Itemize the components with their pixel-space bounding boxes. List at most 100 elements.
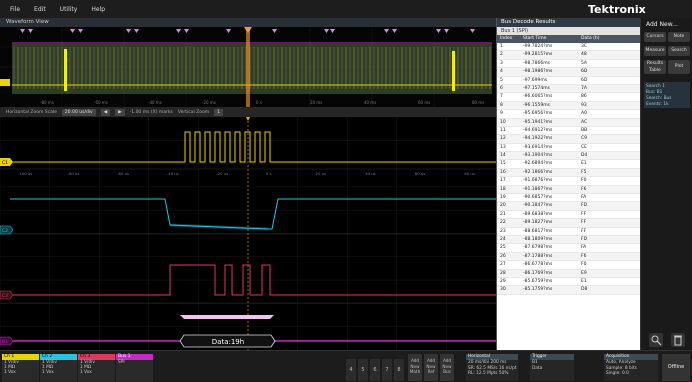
ch2-badge[interactable]: Ch 2 1 V/div 1 MΩ 1 Vox <box>40 354 77 382</box>
menu-file[interactable]: File <box>10 5 21 13</box>
add-new-ref-button[interactable]: Add New Ref <box>424 354 438 381</box>
decode-row[interactable]: 16 -92.1866?ms F5 <box>497 168 640 178</box>
search-marker-icon[interactable] <box>126 29 131 33</box>
horizontal-badge[interactable]: Horizontal 20 ms/div 200 ms SR: 62.5 MS/… <box>466 354 518 381</box>
search-marker-icon[interactable] <box>28 29 33 33</box>
search-marker-icon[interactable] <box>184 29 189 33</box>
search-marker-icon[interactable] <box>134 29 139 33</box>
decode-row[interactable]: 14 -93.1904?ms D4 <box>497 152 640 161</box>
search-marker-icon[interactable] <box>324 29 329 33</box>
acquisition-badge[interactable]: Acquisition Auto, Analyze Sample: 8 bits… <box>604 354 658 381</box>
vertical-zoom-value[interactable]: 1 <box>214 108 223 116</box>
column-start-time[interactable]: Start Time <box>523 36 547 41</box>
zoom-scale-value[interactable]: 20.00 us/div <box>61 108 96 116</box>
search-marker-icon[interactable] <box>444 29 449 33</box>
note-button[interactable]: Note <box>668 32 690 42</box>
results-table-button[interactable]: Results Table <box>644 60 666 74</box>
decode-row[interactable]: 25 -87.6798?ms FA <box>497 244 640 253</box>
search-info-badge[interactable]: Search 1 Bus: B1 Search: Bus Events: 1k <box>644 82 690 108</box>
decode-row[interactable]: 15 -92.6894?ms E1 <box>497 160 640 169</box>
decode-row[interactable]: 2 -99.2815?ms 48 <box>497 51 640 60</box>
ch3-tag[interactable] <box>0 290 14 300</box>
decode-row[interactable]: 18 -91.1867?ms F6 <box>497 185 640 195</box>
overview-ch1-tag[interactable] <box>0 79 10 86</box>
channel-8-button[interactable]: 8 <box>394 359 404 381</box>
decode-row[interactable]: 19 -90.6857?ms FA <box>497 194 640 203</box>
search-marker-icon[interactable] <box>330 29 335 33</box>
overview-cursor-left[interactable] <box>64 49 67 91</box>
decode-row[interactable]: 8 -96.1559ms 93 <box>497 101 640 111</box>
search-marker-icon[interactable] <box>20 29 25 33</box>
ch3-badge[interactable]: Ch 3 1 V/div 1 MΩ 1 Vox <box>78 354 115 382</box>
channel-6-button[interactable]: 6 <box>370 359 380 381</box>
decode-row[interactable]: 30 -85.1759?ms D8 <box>497 286 640 295</box>
decode-row[interactable]: 10 -95.1941?ms AC <box>497 118 640 127</box>
search-marker-icon[interactable] <box>392 29 397 33</box>
main-waveform-plot[interactable]: -100 us -80 us -60 us -40 us -20 us 0 s 20 us 4… <box>0 117 496 350</box>
decode-start-time: -96.6065?ms <box>523 94 553 100</box>
measure-button[interactable]: Measure <box>644 46 666 56</box>
decode-row[interactable]: 1 -99.7824?ms 3C <box>497 43 640 52</box>
decode-row[interactable]: 5 -97.699ms 6D <box>497 77 640 85</box>
decode-row[interactable]: 28 -86.1769?ms E9 <box>497 269 640 278</box>
bus1-badge[interactable]: Bus 1 SPI <box>116 354 153 382</box>
column-index[interactable]: Index <box>500 36 513 41</box>
main-trigger-icon[interactable] <box>246 117 250 121</box>
overview-zoom-window[interactable] <box>246 27 250 107</box>
decode-row[interactable]: 20 -90.1847?ms FD <box>497 202 640 211</box>
trash-icon[interactable] <box>671 333 685 347</box>
zoom-icon[interactable] <box>649 333 663 347</box>
decode-row[interactable]: 9 -95.6956?ms A0 <box>497 110 640 119</box>
decode-row[interactable]: 13 -93.6914?ms CE <box>497 144 640 153</box>
decode-row[interactable]: 26 -87.1788?ms F6 <box>497 252 640 262</box>
add-new-math-button[interactable]: Add New Math <box>408 354 422 381</box>
decode-row[interactable]: 24 -88.1809?ms FD <box>497 235 640 245</box>
ch1-tag[interactable] <box>0 158 13 166</box>
search-marker-icon[interactable] <box>226 29 231 33</box>
ch2-tag[interactable] <box>0 225 14 235</box>
search-marker-icon[interactable] <box>436 29 441 33</box>
search-marker-icon[interactable] <box>272 29 277 33</box>
channel-5-button[interactable]: 5 <box>358 359 368 381</box>
menu-edit[interactable]: Edit <box>34 5 46 13</box>
search-button[interactable]: Search <box>668 46 690 56</box>
decode-row[interactable]: 4 -98.1986?ms 6D <box>497 68 640 77</box>
channel-7-button[interactable]: 7 <box>382 359 392 381</box>
decode-row[interactable]: 21 -89.6838?ms FF <box>497 211 640 220</box>
overview-waveform[interactable]: -80 ms -60 ms -40 ms -20 ms 0 s 20 ms 40 ms 60 … <box>0 27 496 107</box>
decode-tab[interactable]: Bus 1 (SPI) <box>497 27 640 35</box>
search-marker-icon[interactable] <box>384 29 389 33</box>
decode-row[interactable]: 29 -85.6759?ms E1 <box>497 278 640 287</box>
channel-4-button[interactable]: 4 <box>346 359 356 381</box>
ch1-badge[interactable]: Ch 1 1 V/div 1 MΩ 1 Vox <box>2 354 39 382</box>
trigger-badge[interactable]: Trigger B1 Data <box>530 354 574 381</box>
decode-data: 5A <box>581 60 587 66</box>
bus-tag[interactable] <box>0 336 14 346</box>
decode-row[interactable]: 17 -91.6876?ms F0 <box>497 177 640 186</box>
zoom-right-button[interactable]: ▶ <box>115 108 125 116</box>
decode-row[interactable]: 11 -94.6912?ms BB <box>497 127 640 136</box>
column-data[interactable]: Data (h) <box>581 36 600 41</box>
menu-utility[interactable]: Utility <box>59 5 78 13</box>
decode-row[interactable]: 23 -88.6817?ms FF <box>497 228 640 236</box>
menu-help[interactable]: Help <box>91 5 106 13</box>
decode-row[interactable]: 12 -94.1922?ms C9 <box>497 135 640 144</box>
decode-row[interactable]: 27 -86.6778?ms F0 <box>497 261 640 270</box>
decode-row[interactable]: 3 -98.7866ms 5A <box>497 60 640 69</box>
cursors-button[interactable]: Cursors <box>644 32 666 42</box>
decode-table-body[interactable]: 1 -99.7824?ms 3C 2 -99.2815?ms 48 3 -98.7866ms 5… <box>497 43 640 295</box>
plot-button[interactable]: Plot <box>668 60 690 74</box>
search-marker-icon[interactable] <box>176 29 181 33</box>
offline-status-button[interactable]: Offline <box>662 354 690 381</box>
search-marker-icon[interactable] <box>70 29 75 33</box>
search-marker-icon[interactable] <box>470 29 475 33</box>
decode-row[interactable]: 22 -89.1827?ms FF <box>497 219 640 228</box>
decode-row[interactable]: 7 -96.6065?ms 86 <box>497 93 640 102</box>
search-marker-icon[interactable] <box>78 29 83 33</box>
bus-packet[interactable] <box>179 334 276 348</box>
zoom-left-button[interactable]: ◀ <box>100 108 111 116</box>
add-new-bus-button[interactable]: Add New Bus <box>440 354 454 381</box>
decode-row[interactable]: 6 -97.1574ms 7A <box>497 84 640 94</box>
trigger-position-icon[interactable] <box>244 27 252 33</box>
overview-cursor-right[interactable] <box>452 51 455 91</box>
